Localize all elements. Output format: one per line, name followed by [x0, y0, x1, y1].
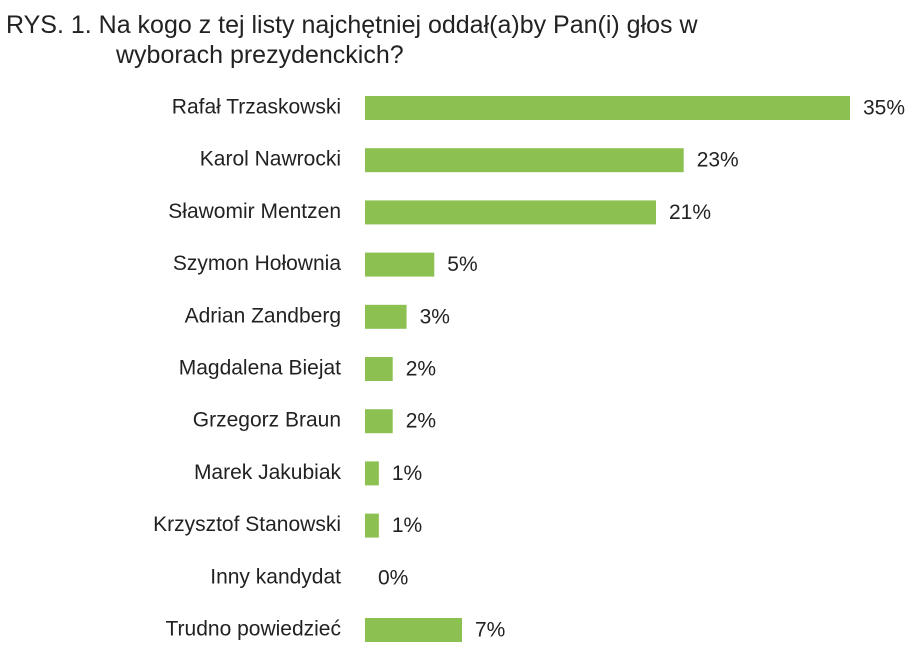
bar: [365, 148, 684, 173]
category-label: Adrian Zandberg: [185, 304, 341, 327]
category-label: Magdalena Biejat: [179, 357, 341, 380]
chart-title: RYS. 1. Na kogo z tej listy najchętniej …: [6, 11, 698, 69]
category-label: Szymon Hołownia: [173, 252, 341, 275]
value-label: 1%: [392, 462, 422, 485]
value-label: 35%: [863, 97, 905, 120]
value-label: 5%: [447, 253, 477, 276]
category-label: Rafał Trzaskowski: [172, 96, 341, 119]
bar: [365, 618, 462, 642]
value-label: 2%: [406, 358, 436, 381]
bar: [365, 96, 850, 120]
value-label: 0%: [378, 566, 408, 589]
category-label: Marek Jakubiak: [194, 461, 342, 484]
bar: [365, 252, 435, 277]
category-label: Krzysztof Stanowski: [153, 513, 341, 536]
category-label: Grzegorz Braun: [193, 409, 341, 432]
category-label: Karol Nawrocki: [200, 148, 341, 171]
bar: [365, 513, 379, 538]
value-label: 23%: [697, 149, 739, 172]
value-label: 21%: [669, 201, 711, 224]
category-label: Inny kandydat: [210, 565, 341, 588]
value-label: 1%: [392, 514, 422, 537]
category-label: Sławomir Mentzen: [168, 200, 341, 223]
value-label: 3%: [420, 305, 450, 328]
value-label: 7%: [475, 619, 505, 642]
bar: [365, 304, 407, 329]
bar: [365, 409, 393, 434]
bar: [365, 200, 656, 225]
category-label: Trudno powiedzieć: [166, 618, 342, 641]
bar: [365, 357, 393, 381]
bar: [365, 461, 379, 486]
value-label: 2%: [406, 410, 436, 433]
